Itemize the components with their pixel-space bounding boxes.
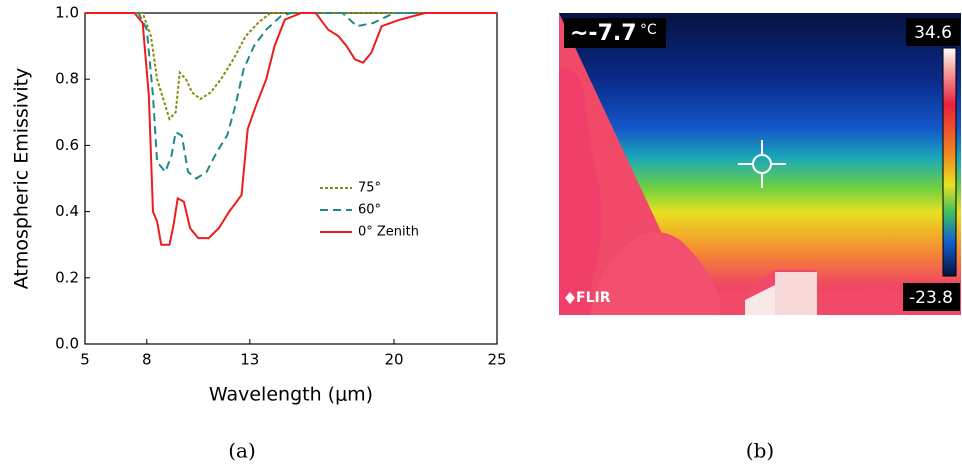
x-tick-label: 5	[80, 351, 90, 369]
y-tick-label: 0.2	[55, 268, 79, 286]
caption: (b)	[746, 439, 774, 463]
x-tick-label: 8	[142, 351, 152, 369]
thermal-bush	[590, 232, 720, 315]
line	[85, 12, 497, 246]
y-axis-label: Atmospheric Emissivity	[11, 68, 33, 290]
crosshair	[738, 140, 786, 188]
legend-label: 75°	[358, 181, 381, 196]
scale-min-box	[903, 283, 960, 311]
reading-box	[564, 18, 666, 48]
y-tick-label: 0.4	[55, 202, 79, 220]
x-tick-label: 13	[240, 351, 259, 369]
x-axis-label: Wavelength (μm)	[209, 384, 373, 406]
reading-unit: °C	[640, 22, 657, 38]
line	[85, 12, 497, 180]
brand: FLIR	[576, 290, 611, 306]
color-scale	[942, 47, 957, 277]
thermal-tree	[559, 68, 602, 315]
y-tick-label: 0.8	[55, 70, 79, 88]
thermal-building	[775, 272, 817, 315]
legend-label: 0° Zenith	[358, 225, 419, 240]
caption: (a)	[228, 439, 256, 463]
scale-max-box	[906, 18, 960, 46]
thermal-building	[745, 285, 775, 315]
x-tick-label: 20	[384, 351, 403, 369]
scale-min: -23.8	[909, 288, 953, 308]
thermal-image: ~-7.7 °C 34.6 -23.8 FLIR (b)	[559, 13, 961, 463]
reading: ~-7.7	[570, 21, 637, 46]
y-tick-label: 0.0	[55, 335, 79, 353]
brand-logo	[565, 292, 575, 304]
y-tick-label: 1.0	[55, 4, 79, 22]
plot-a: 0.0 0.2 0.4 0.6 0.8 1.0 5 8 13 20 25 Wavelength (μm…	[11, 4, 507, 406]
legend-label: 60°	[358, 203, 381, 218]
y-tick-label: 0.6	[55, 136, 79, 154]
line	[85, 12, 497, 121]
scale-max: 34.6	[914, 23, 952, 43]
x-tick-label: 25	[487, 351, 506, 369]
